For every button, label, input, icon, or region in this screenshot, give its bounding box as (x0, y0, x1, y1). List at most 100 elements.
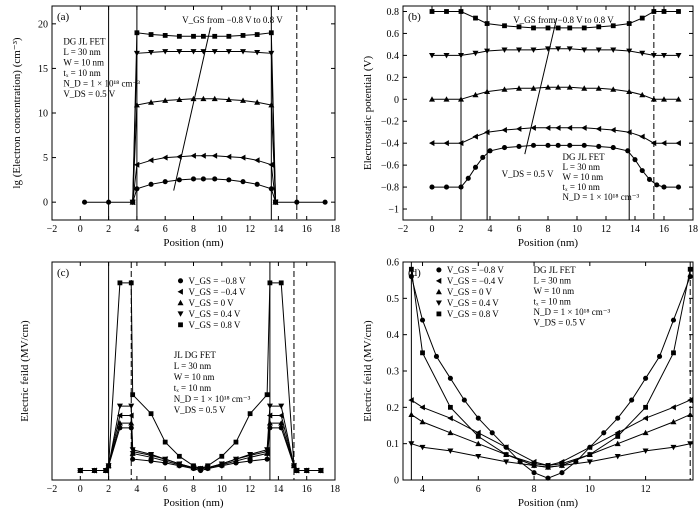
x-tick-label: 4 (420, 484, 425, 495)
y-tick-label: 0.6 (387, 29, 400, 40)
data-point (162, 456, 169, 463)
data-point (458, 140, 464, 147)
data-point (130, 392, 136, 398)
parameter-line: L = 30 nm (534, 275, 572, 285)
data-point (247, 411, 253, 417)
data-point (661, 140, 667, 147)
data-point (133, 50, 140, 57)
data-point (128, 280, 134, 286)
y-tick-label: 5 (43, 153, 48, 164)
data-point (475, 415, 481, 421)
data-point (503, 452, 509, 457)
x-tick-label: 4 (488, 224, 493, 235)
data-point (200, 95, 207, 102)
series-line (84, 178, 326, 203)
data-point (212, 176, 218, 182)
series-line (411, 443, 691, 468)
series-triangle-up (408, 411, 694, 470)
data-point (675, 96, 682, 102)
data-point (273, 199, 278, 205)
data-point (419, 404, 425, 411)
data-point (226, 177, 232, 183)
data-point (559, 461, 565, 467)
chart-panel-c: −2 0 2 4 6 8 10 12 14 16 18 Position (nm) Electric f… (19, 261, 340, 509)
data-point (205, 463, 211, 469)
data-point (625, 148, 631, 154)
data-point (92, 468, 97, 473)
series-line (432, 144, 679, 188)
data-point (675, 140, 681, 147)
x-tick-label: −2 (398, 224, 409, 235)
data-point (501, 127, 507, 134)
annotation: V_GS from −0.8 V to 0.8 V (182, 15, 283, 25)
data-point (218, 461, 225, 467)
data-point (687, 266, 693, 272)
data-point (429, 52, 435, 59)
y-tick-label: 0 (394, 476, 399, 487)
x-tick-label: 12 (601, 224, 611, 235)
data-point (240, 33, 246, 38)
data-point (134, 30, 140, 36)
data-point (408, 273, 414, 280)
data-point (530, 47, 537, 53)
data-point (639, 133, 645, 140)
x-tick-label: 0 (78, 224, 83, 235)
series-line (411, 414, 691, 468)
data-point (670, 317, 677, 323)
series-line (132, 98, 277, 203)
data-point (116, 412, 123, 419)
x-tick-label: 8 (546, 224, 551, 235)
data-point (429, 184, 435, 190)
data-point (501, 145, 508, 151)
x-tick-label: 8 (191, 224, 196, 235)
data-point (130, 456, 136, 462)
data-point (501, 47, 508, 53)
data-point (675, 184, 682, 190)
data-point (443, 96, 450, 102)
data-point (148, 411, 154, 417)
data-point (130, 199, 136, 205)
data-point (408, 266, 414, 272)
data-point (472, 133, 478, 140)
legend-marker (436, 267, 442, 273)
data-point (643, 375, 649, 381)
parameter-line: tₓ = 10 nm (563, 182, 600, 192)
data-point (176, 461, 183, 467)
data-point (232, 456, 239, 463)
data-point (225, 153, 232, 160)
data-point (610, 23, 616, 29)
x-tick-label: 14 (273, 484, 283, 495)
data-point (148, 157, 154, 164)
data-point (128, 420, 135, 426)
legend-entry: V_GS = 0.4 V (447, 298, 499, 308)
data-point (559, 470, 565, 476)
x-axis-label: Position (nm) (518, 237, 579, 249)
data-point (642, 448, 649, 454)
data-point (545, 124, 551, 131)
data-point (639, 91, 646, 98)
y-tick-label: 0.3 (387, 367, 400, 378)
data-point (458, 52, 464, 59)
x-tick-label: 10 (217, 484, 227, 495)
data-point (200, 176, 206, 182)
x-tick-label: 18 (330, 224, 340, 235)
parameter-line: W = 10 nm (63, 58, 104, 68)
data-point (129, 450, 136, 456)
y-tick-label: 20 (38, 19, 48, 30)
parameter-line: tₓ = 10 nm (534, 296, 571, 306)
data-point (254, 49, 261, 56)
data-point (148, 49, 155, 56)
data-point (444, 9, 449, 14)
y-tick-label: −0.8 (381, 183, 399, 194)
data-point (254, 99, 261, 105)
y-tick-label: 0.1 (387, 439, 400, 450)
x-tick-label: 6 (517, 224, 522, 235)
data-point (676, 9, 681, 14)
data-point (447, 375, 453, 381)
y-axis-label: Electrostatic potential (V) (362, 56, 374, 171)
x-tick-label: 6 (163, 224, 168, 235)
data-point (162, 179, 168, 185)
data-point (503, 459, 510, 465)
x-tick-label: 10 (217, 224, 227, 235)
